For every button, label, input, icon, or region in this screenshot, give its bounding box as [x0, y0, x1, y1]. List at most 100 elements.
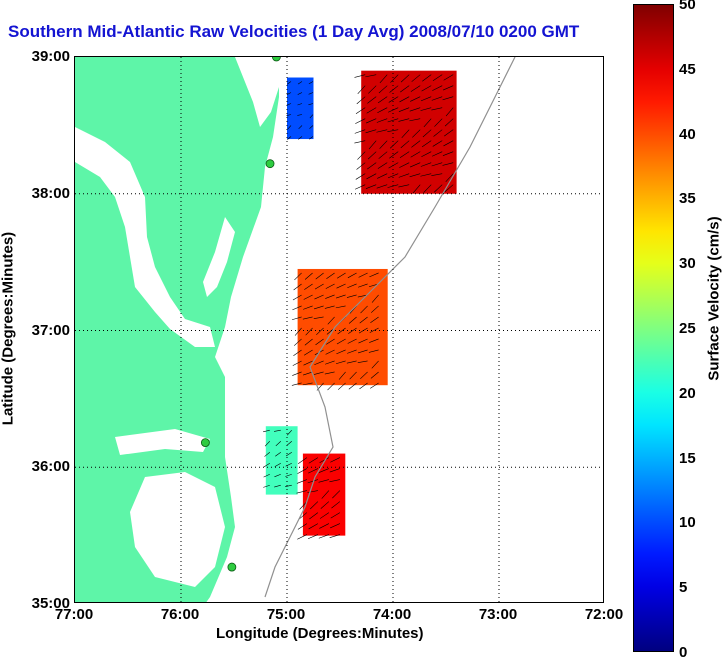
- velocity-arrow: [444, 184, 454, 193]
- velocity-arrow: [274, 462, 281, 467]
- velocity-arrow: [298, 125, 303, 130]
- velocity-arrow: [321, 490, 330, 499]
- velocity-arrow: [336, 272, 346, 279]
- velocity-arrow: [335, 360, 346, 365]
- velocity-arrow: [326, 272, 335, 279]
- velocity-arrow: [287, 136, 292, 140]
- gridlines: [75, 57, 603, 602]
- velocity-arrow: [308, 468, 319, 474]
- velocity-arrow: [319, 523, 330, 529]
- x-tick-label: 73:00: [478, 606, 518, 623]
- velocity-arrow: [370, 382, 379, 389]
- velocity-arrow: [398, 184, 410, 188]
- velocity-arrow: [400, 74, 410, 83]
- velocity-arrow: [412, 184, 421, 194]
- velocity-arrow: [326, 338, 335, 345]
- velocity-arrow: [327, 382, 335, 391]
- velocity-region-south-offshore: [302, 453, 346, 536]
- velocity-arrow: [377, 107, 388, 114]
- y-tick-label: 37:00: [31, 321, 70, 339]
- velocity-arrow: [433, 184, 443, 193]
- velocity-arrow: [304, 283, 313, 290]
- velocity-arrow: [329, 479, 340, 483]
- velocity-arrow: [347, 283, 357, 289]
- y-tick-label: 35:00: [31, 595, 70, 612]
- colorbar-tick-label: 20: [679, 384, 696, 402]
- velocity-arrow: [359, 316, 368, 324]
- velocity-arrow: [355, 173, 366, 180]
- velocity-arrow: [314, 360, 324, 366]
- velocity-arrow: [320, 501, 330, 509]
- velocity-arrow: [365, 118, 377, 124]
- velocity-arrow: [357, 360, 368, 364]
- velocity-arrow: [401, 129, 410, 139]
- velocity-region-central: [297, 268, 388, 386]
- velocity-arrow: [365, 74, 377, 78]
- velocity-arrow: [389, 85, 399, 93]
- velocity-arrow: [389, 140, 399, 149]
- radar-station-marker: [227, 562, 237, 572]
- map-area[interactable]: [74, 56, 604, 603]
- x-tick-label: 76:00: [160, 606, 200, 623]
- velocity-arrow: [367, 162, 377, 170]
- velocity-arrow: [332, 490, 341, 499]
- velocity-arrow: [287, 125, 292, 130]
- velocity-arrow: [309, 501, 319, 510]
- velocity-arrow: [297, 92, 303, 95]
- velocity-arrow: [410, 151, 421, 158]
- velocity-arrow: [387, 118, 399, 123]
- velocity-arrow: [325, 294, 335, 299]
- velocity-arrow: [296, 490, 307, 494]
- velocity-arrow: [336, 294, 346, 299]
- velocity-arrow: [421, 85, 432, 92]
- velocity-arrow: [400, 140, 410, 149]
- velocity-arrow: [431, 162, 443, 167]
- velocity-arrow: [275, 441, 282, 447]
- velocity-arrow: [292, 360, 302, 366]
- velocity-arrow: [319, 457, 330, 464]
- velocity-arrow: [302, 382, 313, 386]
- velocity-arrow: [445, 173, 454, 183]
- velocity-arrow: [296, 479, 308, 484]
- velocity-arrow: [388, 96, 399, 103]
- velocity-arrow: [319, 512, 330, 519]
- velocity-arrow: [368, 349, 379, 353]
- velocity-arrow: [370, 371, 379, 379]
- velocity-arrow: [307, 534, 319, 540]
- velocity-arrow: [360, 305, 368, 314]
- velocity-arrow: [442, 162, 454, 166]
- velocity-region-north-nearshore: [287, 77, 314, 140]
- velocity-arrow: [357, 85, 366, 95]
- velocity-arrow: [349, 371, 357, 380]
- velocity-arrow: [304, 272, 313, 280]
- velocity-arrow: [366, 107, 377, 114]
- delaware-bay: [235, 57, 279, 127]
- colorbar-tick-label: 30: [679, 255, 696, 273]
- velocity-arrow: [431, 173, 443, 176]
- velocity-arrow: [299, 501, 308, 510]
- velocity-arrow: [387, 173, 399, 179]
- velocity-arrow: [274, 429, 281, 432]
- velocity-arrow: [387, 184, 399, 188]
- velocity-arrow: [354, 129, 366, 134]
- velocity-arrow: [365, 184, 377, 189]
- velocity-arrow: [357, 151, 366, 160]
- velocity-arrow: [263, 429, 270, 433]
- velocity-arrow: [420, 162, 432, 167]
- delmarva-water: [203, 217, 235, 297]
- velocity-arrow: [330, 512, 341, 519]
- velocity-arrow: [303, 360, 313, 366]
- colorbar: [633, 4, 674, 652]
- velocity-arrow: [263, 473, 270, 478]
- velocity-arrow: [337, 382, 346, 390]
- velocity-arrow: [422, 129, 432, 138]
- velocity-arrow: [309, 125, 314, 129]
- velocity-arrow: [297, 81, 303, 85]
- velocity-arrow: [292, 294, 302, 301]
- velocity-arrow: [390, 74, 399, 83]
- velocity-arrow: [409, 107, 421, 112]
- velocity-arrow: [442, 151, 454, 156]
- pamlico-sound: [130, 472, 225, 587]
- velocity-arrow: [378, 151, 388, 159]
- velocity-arrow: [354, 140, 366, 144]
